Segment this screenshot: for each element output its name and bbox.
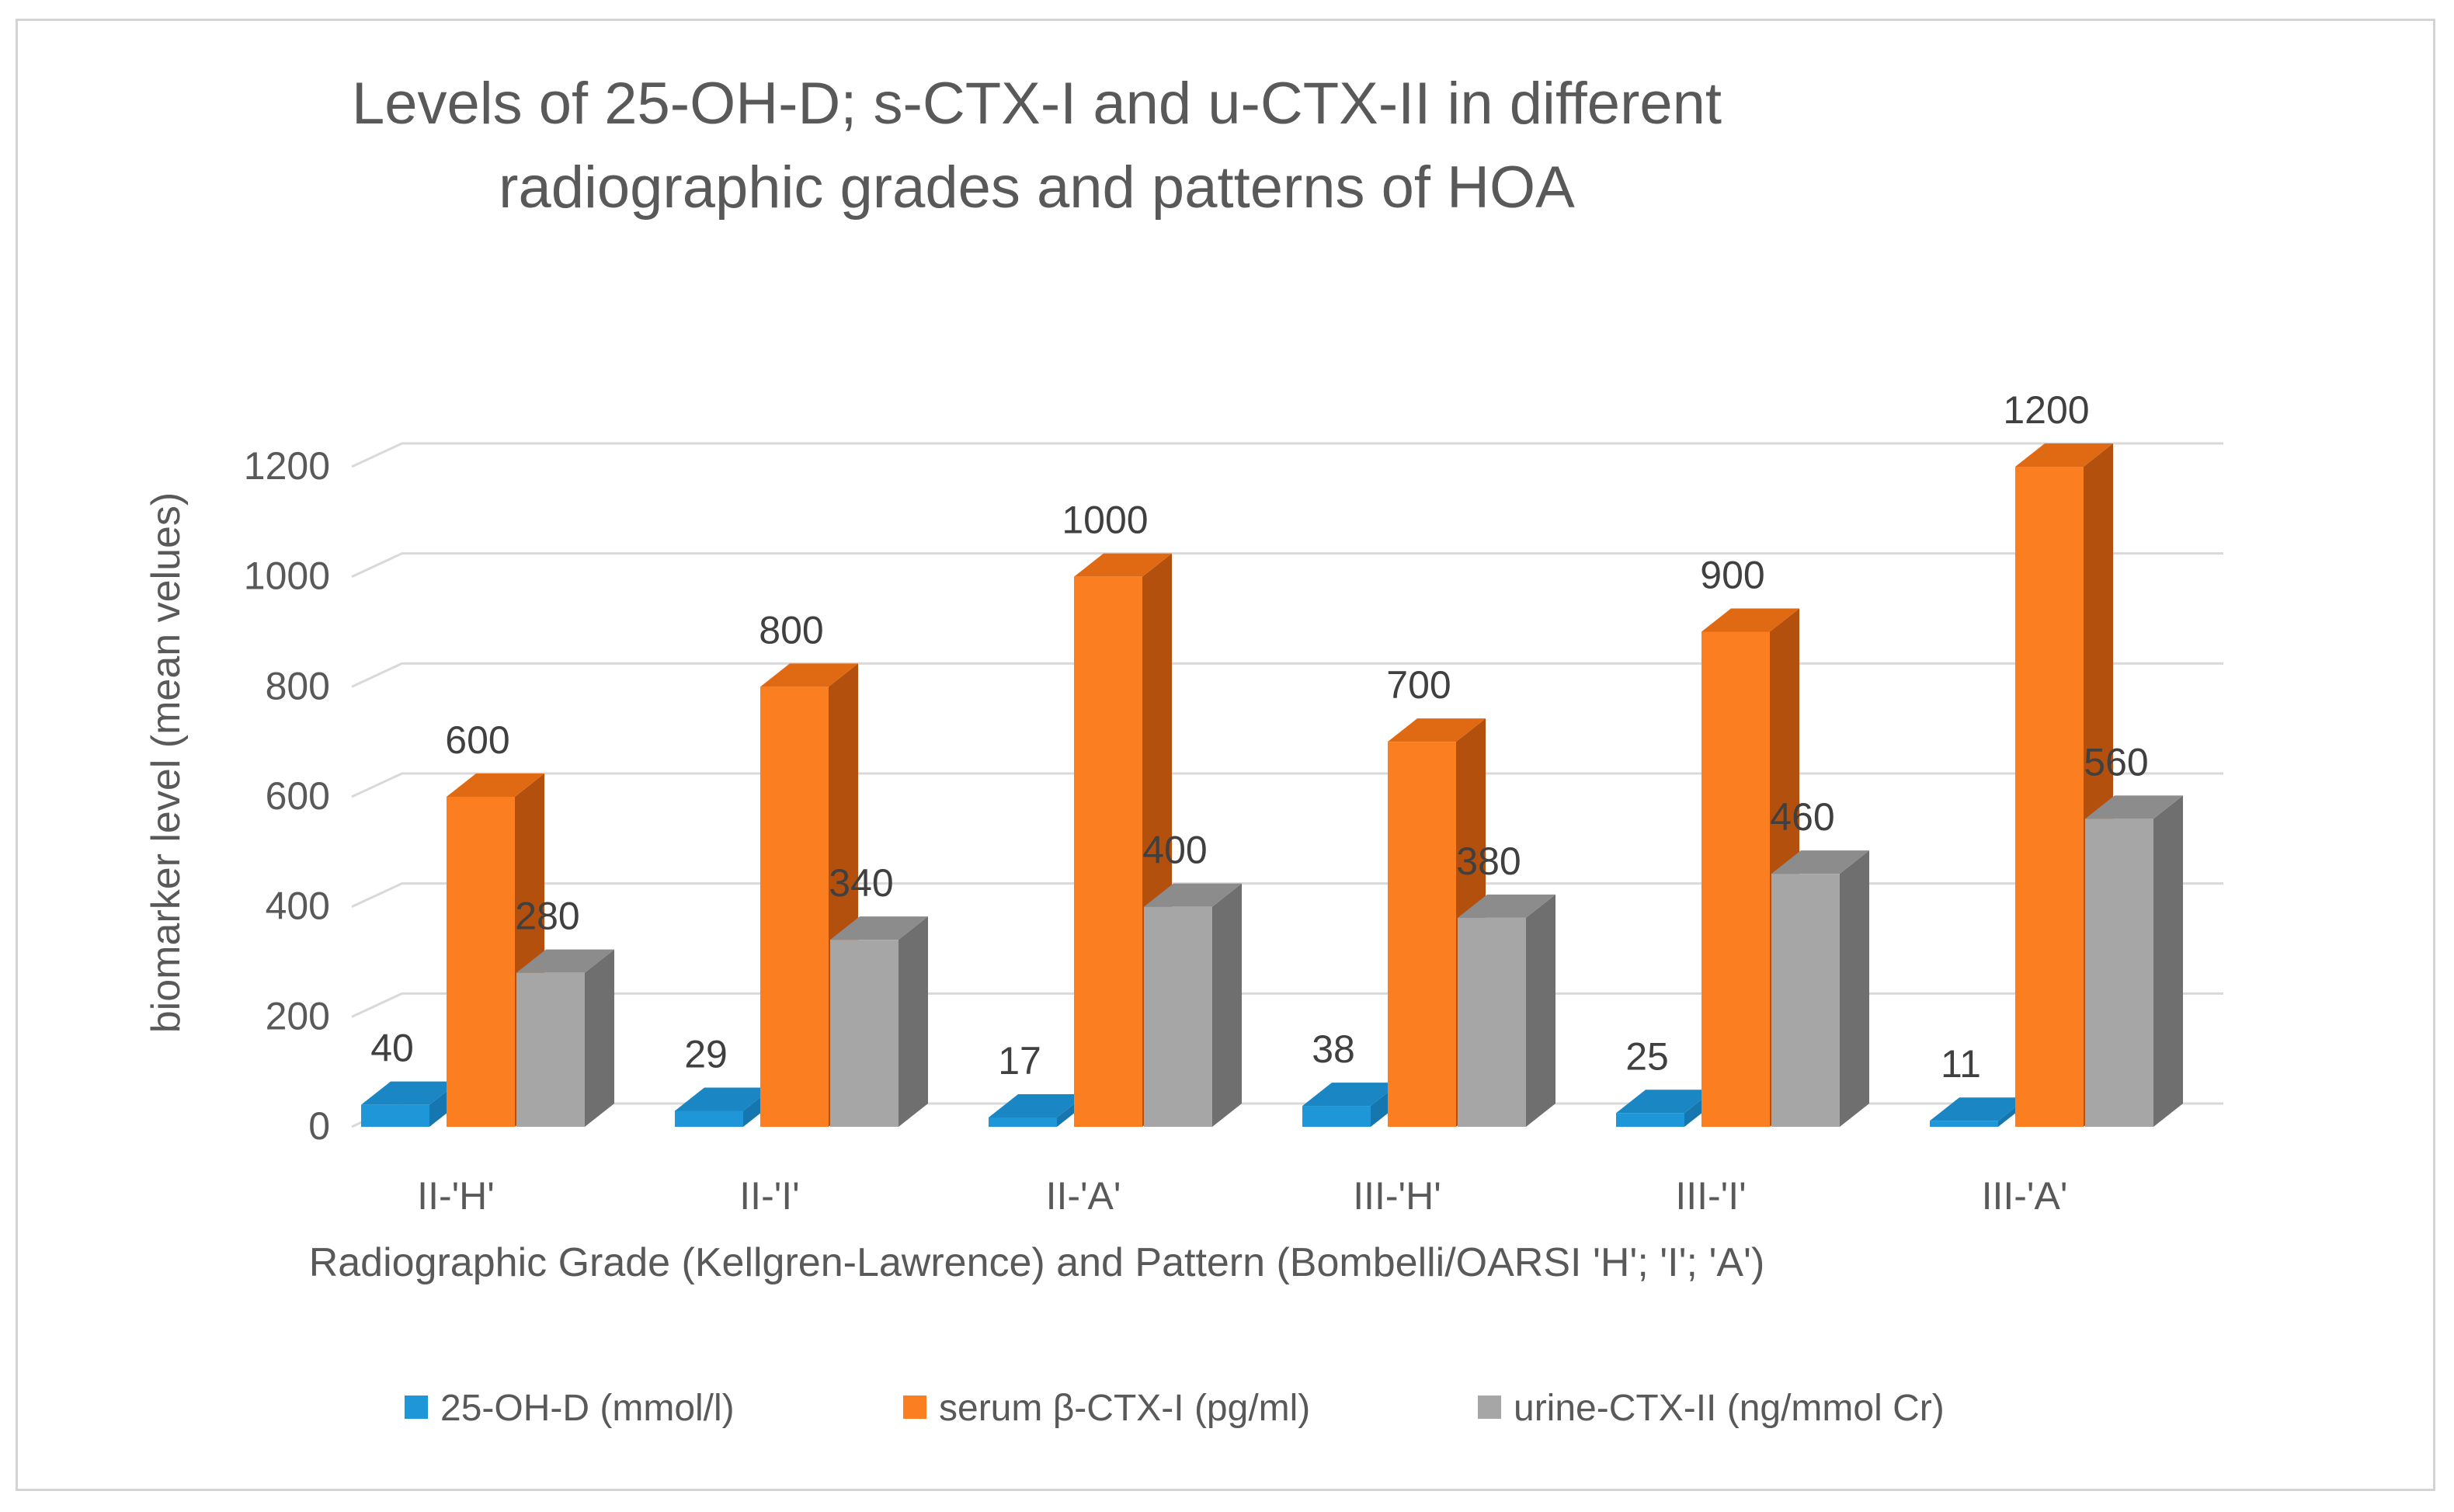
x-axis-title: Radiographic Grade (Kellgren-Lawrence) a…: [309, 1240, 1765, 1285]
legend: 25-OH-D (mmol/l) serum β-CTX-I (pg/ml) uri…: [405, 1388, 1945, 1429]
data-label: 25: [1625, 1034, 1669, 1078]
x-category-label: III-'A': [1982, 1174, 2068, 1218]
data-label: 38: [1312, 1027, 1355, 1071]
x-category-label: II-'I': [739, 1174, 799, 1218]
chart-svg: Levels of 25-OH-D; s-CTX-I and u-CTX-II …: [144, 71, 2223, 1429]
data-label: 1000: [1062, 499, 1148, 542]
gridline: [351, 992, 2223, 1018]
legend-swatch: [405, 1396, 428, 1419]
gridline: [351, 772, 2223, 798]
y-tick-label: 1000: [244, 554, 330, 598]
data-label: 900: [1700, 554, 1764, 597]
bars: [361, 443, 2183, 1127]
legend-label: serum β-CTX-I (pg/ml): [939, 1388, 1310, 1429]
data-label: 29: [684, 1032, 728, 1076]
bar-3-6: [2085, 795, 2183, 1127]
x-category-label: II-'A': [1046, 1174, 1121, 1218]
x-category-label: II-'H': [417, 1174, 495, 1218]
data-label: 460: [1770, 795, 1834, 839]
legend-item-3: urine-CTX-II (ng/mmol Cr): [1478, 1388, 1945, 1429]
data-label: 280: [515, 895, 579, 938]
data-label: 340: [829, 861, 893, 905]
y-tick-label: 200: [266, 994, 330, 1038]
legend-label: urine-CTX-II (ng/mmol Cr): [1514, 1388, 1945, 1429]
data-label: 560: [2084, 740, 2148, 784]
y-tick-label: 1200: [244, 444, 330, 488]
bar-1-2: [675, 1087, 773, 1127]
bar-3-3: [1144, 883, 1242, 1127]
gridlines: [351, 442, 2223, 1128]
gridline: [351, 552, 2223, 579]
bar-1-5: [1616, 1090, 1714, 1127]
chart-title-line-1: Levels of 25-OH-D; s-CTX-I and u-CTX-II …: [352, 71, 1722, 137]
y-axis-ticks: 0 200 400 600 800 1000 1200: [244, 444, 330, 1148]
gridline: [351, 882, 2223, 909]
data-label: 17: [998, 1039, 1041, 1083]
y-tick-label: 800: [266, 664, 330, 707]
y-axis-title: biomarker level (mean velues): [144, 492, 189, 1034]
y-tick-label: 0: [308, 1104, 330, 1148]
x-axis-categories: II-'H' II-'I' II-'A' III-'H' III-'I' III-'A': [417, 1174, 2067, 1218]
data-label: 11: [1941, 1042, 1981, 1086]
bar-3-1: [516, 949, 614, 1127]
legend-swatch: [903, 1396, 926, 1419]
x-category-label: III-'I': [1675, 1174, 1746, 1218]
bar-1-6: [1930, 1097, 2028, 1127]
bar-1-3: [989, 1093, 1086, 1127]
chart-frame: Levels of 25-OH-D; s-CTX-I and u-CTX-II …: [16, 19, 2435, 1491]
chart-title: Levels of 25-OH-D; s-CTX-I and u-CTX-II …: [352, 71, 1722, 221]
bar-3-2: [830, 916, 928, 1127]
bar-3-5: [1771, 850, 1869, 1127]
y-tick-label: 400: [266, 885, 330, 928]
x-category-label: III-'H': [1353, 1174, 1441, 1218]
gridline: [351, 442, 2223, 468]
bar-1-4: [1302, 1083, 1400, 1127]
data-label: 600: [445, 718, 509, 762]
bar-3-4: [1458, 894, 1555, 1127]
legend-item-1: 25-OH-D (mmol/l): [405, 1388, 735, 1429]
data-label: 700: [1386, 663, 1451, 707]
chart-title-line-2: radiographic grades and patterns of HOA: [499, 155, 1575, 221]
data-label: 380: [1456, 839, 1521, 883]
data-label: 400: [1142, 829, 1207, 872]
bar-1-1: [361, 1081, 459, 1127]
data-label: 40: [370, 1027, 414, 1070]
data-label: 800: [759, 608, 823, 652]
y-tick-label: 600: [266, 774, 330, 818]
data-label: 1200: [2003, 388, 2089, 432]
gridline: [351, 662, 2223, 688]
legend-label: 25-OH-D (mmol/l): [440, 1388, 735, 1429]
legend-swatch: [1478, 1396, 1501, 1419]
legend-item-2: serum β-CTX-I (pg/ml): [903, 1388, 1310, 1429]
data-labels: 40 600 280 29 800 340 17 1000 400 38 700 380 25 900 46…: [370, 388, 2149, 1086]
